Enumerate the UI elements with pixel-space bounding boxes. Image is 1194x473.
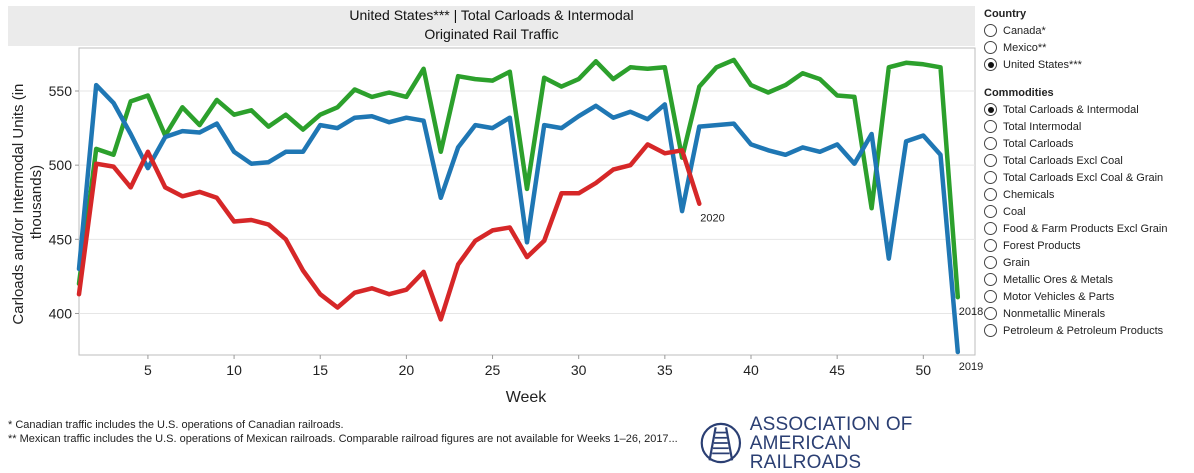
radio-empty-icon[interactable] — [984, 24, 997, 37]
x-tick-label: 25 — [485, 362, 501, 378]
commodity-option-label: Chemicals — [1003, 188, 1055, 201]
y-axis-title-line1: Carloads and/or Intermodal Units (in — [10, 84, 27, 325]
plot-area — [78, 47, 976, 356]
commodity-option[interactable]: Total Carloads Excl Coal — [984, 152, 1189, 169]
country-filter: Country Canada* Mexico** United States*** — [984, 8, 1189, 73]
footnote-canada: * Canadian traffic includes the U.S. ope… — [8, 419, 344, 431]
radio-selected-icon[interactable] — [984, 103, 997, 116]
series-line-2020[interactable] — [76, 142, 702, 322]
commodity-option-label: Total Intermodal — [1003, 120, 1082, 133]
x-tick-label: 35 — [657, 362, 673, 378]
commodity-option[interactable]: Metallic Ores & Metals — [984, 271, 1189, 288]
commodity-option[interactable]: Motor Vehicles & Parts — [984, 288, 1189, 305]
radio-empty-icon[interactable] — [984, 120, 997, 133]
commodity-option[interactable]: Grain — [984, 254, 1189, 271]
commodity-option-label: Coal — [1003, 205, 1026, 218]
country-options: Canada* Mexico** United States*** — [984, 22, 1189, 73]
series-end-label-2018: 2018 — [959, 306, 983, 318]
commodity-filter: Commodities Total Carloads & Intermodal T… — [984, 87, 1189, 339]
country-option[interactable]: United States*** — [984, 56, 1189, 73]
y-axis-title: Carloads and/or Intermodal Units (in tho… — [10, 79, 45, 324]
commodity-option-label: Food & Farm Products Excl Grain — [1003, 222, 1168, 235]
commodity-option[interactable]: Petroleum & Petroleum Products — [984, 322, 1189, 339]
commodity-option-label: Forest Products — [1003, 239, 1081, 252]
radio-empty-icon[interactable] — [984, 256, 997, 269]
footnotes: * Canadian traffic includes the U.S. ope… — [8, 418, 698, 446]
series-lines[interactable] — [76, 57, 961, 355]
country-option-label: United States*** — [1003, 58, 1082, 71]
commodity-option[interactable]: Forest Products — [984, 237, 1189, 254]
x-tick-label: 40 — [743, 362, 759, 378]
radio-empty-icon[interactable] — [984, 273, 997, 286]
country-option[interactable]: Mexico** — [984, 39, 1189, 56]
x-tick-label: 15 — [312, 362, 328, 378]
aar-logo: ASSOCIATION OF AMERICAN RAILROADS — [700, 415, 940, 472]
commodity-options: Total Carloads & Intermodal Total Intermo… — [984, 101, 1189, 339]
x-tick-label: 10 — [226, 362, 242, 378]
commodity-option-label: Total Carloads Excl Coal — [1003, 154, 1123, 167]
radio-empty-icon[interactable] — [984, 41, 997, 54]
commodity-option-label: Nonmetallic Minerals — [1003, 307, 1106, 320]
logo-text: ASSOCIATION OF AMERICAN RAILROADS — [750, 415, 940, 472]
commodity-option[interactable]: Total Carloads Excl Coal & Grain — [984, 169, 1189, 186]
commodity-option[interactable]: Total Intermodal — [984, 118, 1189, 135]
x-tick-label: 30 — [571, 362, 587, 378]
x-tick-label: 45 — [829, 362, 845, 378]
series-end-label-2019: 2019 — [959, 361, 983, 373]
radio-empty-icon[interactable] — [984, 205, 997, 218]
country-option-label: Mexico** — [1003, 41, 1047, 54]
commodity-filter-header: Commodities — [984, 87, 1054, 99]
country-option-label: Canada* — [1003, 24, 1046, 37]
y-tick-label: 500 — [49, 157, 73, 173]
commodity-option-label: Total Carloads & Intermodal — [1003, 103, 1139, 116]
x-axis-title: Week — [506, 389, 548, 406]
x-tick-label: 5 — [144, 362, 152, 378]
series-line-2018[interactable] — [76, 57, 961, 300]
logo-line1: ASSOCIATION OF — [749, 413, 913, 435]
x-tick-label: 20 — [399, 362, 415, 378]
radio-empty-icon[interactable] — [984, 324, 997, 337]
commodity-option-label: Total Carloads Excl Coal & Grain — [1003, 171, 1164, 184]
radio-empty-icon[interactable] — [984, 222, 997, 235]
y-tick-label: 400 — [49, 305, 73, 321]
y-tick-label: 550 — [49, 83, 73, 99]
commodity-option-label: Motor Vehicles & Parts — [1003, 290, 1115, 303]
chart-title: United States*** | Total Carloads & Inte… — [349, 7, 634, 23]
radio-empty-icon[interactable] — [984, 171, 997, 184]
axis-ticks: 400 450 500 550 5 10 15 20 25 30 35 40 45 50 — [49, 83, 932, 378]
country-filter-header: Country — [984, 8, 1027, 20]
commodity-option[interactable]: Nonmetallic Minerals — [984, 305, 1189, 322]
commodity-option[interactable]: Total Carloads & Intermodal — [984, 101, 1189, 118]
series-end-label-2020: 2020 — [700, 213, 724, 225]
commodity-option-label: Petroleum & Petroleum Products — [1003, 324, 1164, 337]
x-tick-label: 50 — [916, 362, 932, 378]
series-end-labels: 2018 2019 2020 — [700, 213, 983, 373]
chart-title-band: United States*** | Total Carloads & Inte… — [8, 6, 975, 46]
country-option[interactable]: Canada* — [984, 22, 1189, 39]
series-line-2019[interactable] — [76, 82, 961, 355]
radio-selected-icon[interactable] — [984, 58, 997, 71]
radio-empty-icon[interactable] — [984, 290, 997, 303]
filter-panel: Country Canada* Mexico** United States*** … — [984, 8, 1189, 353]
radio-empty-icon[interactable] — [984, 188, 997, 201]
commodity-option[interactable]: Coal — [984, 203, 1189, 220]
commodity-option-label: Total Carloads — [1003, 137, 1074, 150]
railroad-track-icon — [700, 422, 742, 464]
radio-empty-icon[interactable] — [984, 307, 997, 320]
y-axis-title-line2: thousands) — [28, 165, 45, 239]
commodity-option-label: Metallic Ores & Metals — [1003, 273, 1114, 286]
commodity-option-label: Grain — [1003, 256, 1030, 269]
chart-subtitle: Originated Rail Traffic — [424, 26, 559, 42]
commodity-option[interactable]: Food & Farm Products Excl Grain — [984, 220, 1189, 237]
logo-line2: AMERICAN RAILROADS — [749, 432, 862, 473]
radio-empty-icon[interactable] — [984, 154, 997, 167]
radio-empty-icon[interactable] — [984, 137, 997, 150]
footnote-mexico: ** Mexican traffic includes the U.S. ope… — [8, 433, 678, 445]
radio-empty-icon[interactable] — [984, 239, 997, 252]
commodity-option[interactable]: Chemicals — [984, 186, 1189, 203]
y-tick-label: 450 — [49, 231, 73, 247]
commodity-option[interactable]: Total Carloads — [984, 135, 1189, 152]
